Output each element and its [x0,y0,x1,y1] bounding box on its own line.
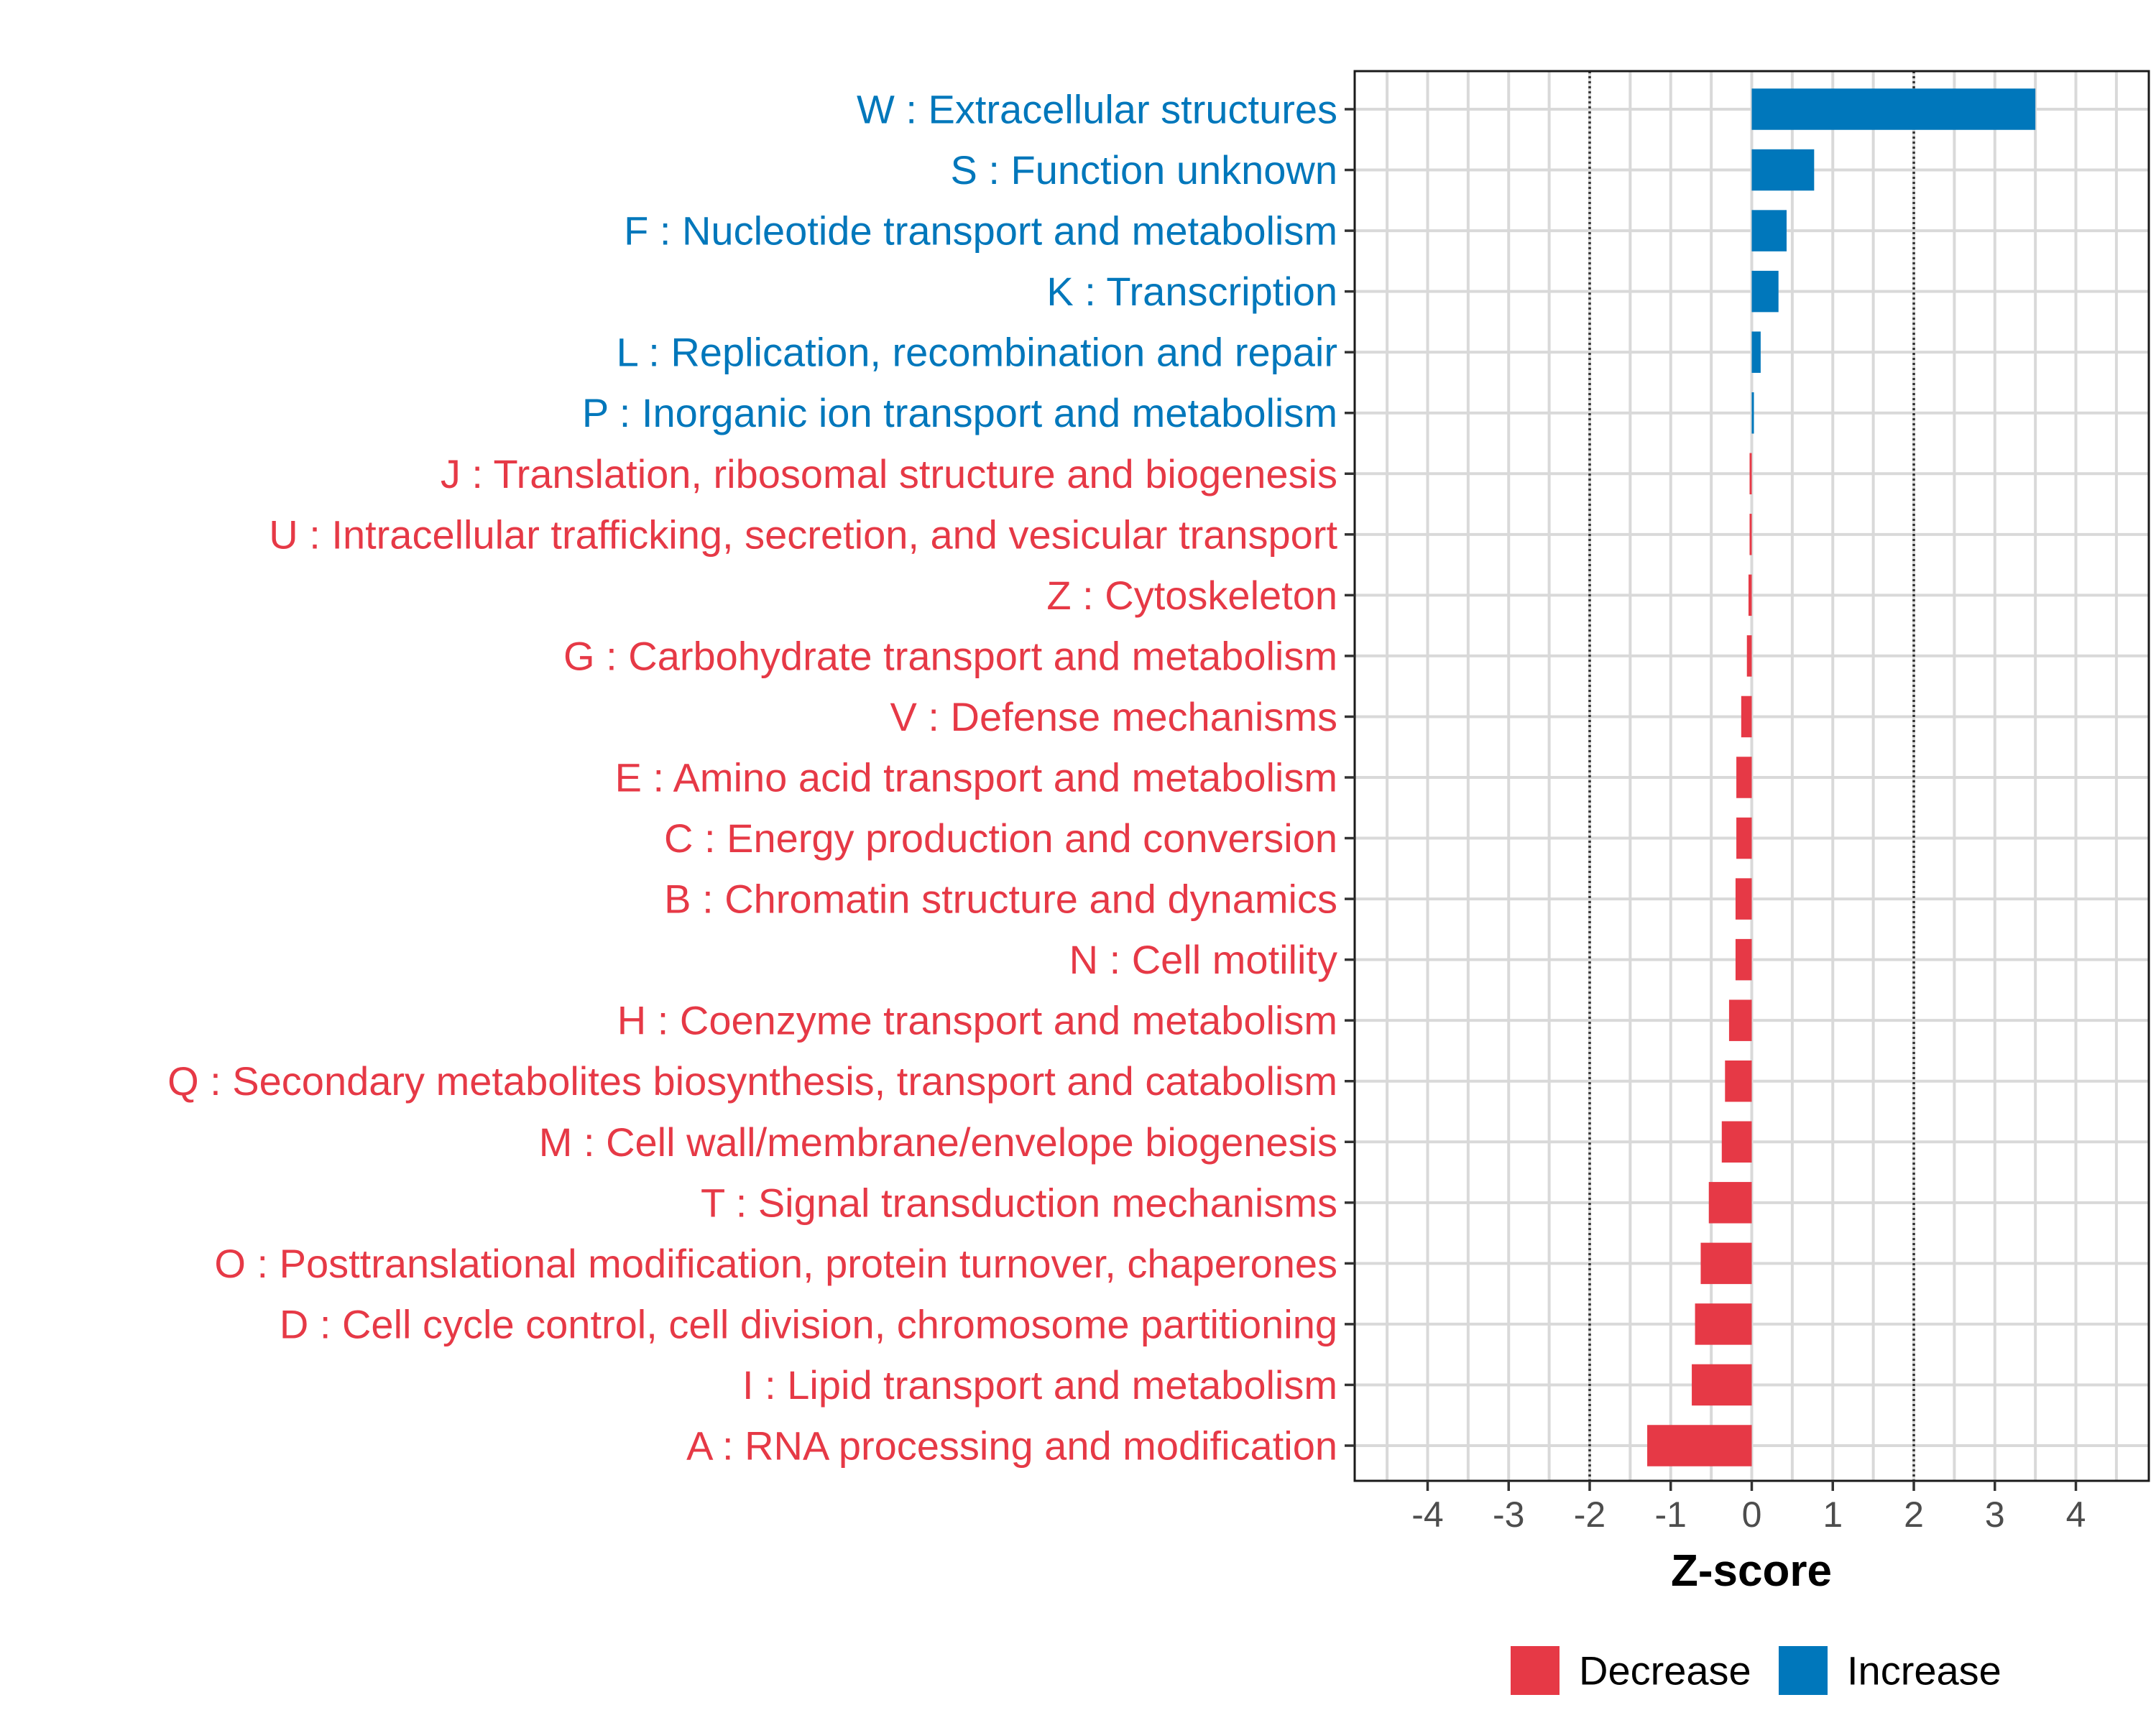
bar [1751,88,2036,130]
x-tick-label: 2 [1904,1494,1924,1535]
x-axis: -4 -3 -2 -1 0 1 2 3 4 [1411,1481,2086,1535]
x-axis-title: Z-score [1671,1546,1832,1596]
y-axis: W : Extracellular structures S : Function… [167,87,1355,1469]
bar [1735,938,1752,981]
bar [1748,574,1752,616]
x-tick-label: -2 [1574,1494,1606,1535]
category-label: T : Signal transduction mechanisms [701,1180,1337,1225]
category-label: F : Nucleotide transport and metabolism [624,208,1337,254]
bar [1751,331,1761,373]
legend: Decrease Increase [1511,1646,2001,1695]
bars-layer [1647,88,2036,1466]
legend-key-increase [1779,1646,1828,1695]
category-label: V : Defense mechanisms [890,694,1337,739]
legend-label-decrease: Decrease [1579,1648,1751,1694]
category-label: K : Transcription [1046,269,1337,314]
bar [1751,149,1815,191]
bar [1749,453,1752,495]
category-label: H : Coenzyme transport and metabolism [617,998,1337,1043]
bar [1746,635,1752,677]
bar [1735,878,1752,920]
category-label: P : Inorganic ion transport and metaboli… [582,390,1337,435]
bar [1721,1121,1752,1163]
legend-key-decrease [1511,1646,1560,1695]
x-tick-label: -1 [1655,1494,1687,1535]
bar [1751,392,1754,434]
x-tick-label: 1 [1823,1494,1843,1535]
category-label: D : Cell cycle control, cell division, c… [280,1301,1337,1346]
category-label: J : Translation, ribosomal structure and… [441,451,1337,496]
category-label: I : Lipid transport and metabolism [742,1362,1337,1408]
x-tick-label: 0 [1742,1494,1762,1535]
category-label: W : Extracellular structures [857,87,1337,132]
bar [1751,210,1787,251]
category-label: A : RNA processing and modification [686,1423,1337,1469]
bar [1700,1242,1752,1285]
reference-lines [1588,71,1915,1481]
bar [1708,1182,1752,1224]
bar [1751,270,1779,313]
category-label: N : Cell motility [1069,937,1337,982]
category-label: O : Posttranslational modification, prot… [214,1241,1337,1286]
legend-label-increase: Increase [1847,1648,2001,1694]
x-tick-label: -3 [1493,1494,1524,1535]
category-label: S : Function unknown [950,147,1337,193]
category-label: U : Intracellular trafficking, secretion… [269,512,1337,557]
bar [1728,999,1752,1041]
category-label: Z : Cytoskeleton [1046,573,1337,618]
bar [1749,514,1752,555]
bar [1695,1303,1752,1345]
category-label: Q : Secondary metabolites biosynthesis, … [167,1058,1337,1104]
category-label: G : Carbohydrate transport and metabolis… [563,633,1337,678]
x-tick-label: 3 [1985,1494,2005,1535]
bar [1692,1364,1752,1406]
category-label: E : Amino acid transport and metabolism [615,755,1337,800]
category-label: C : Energy production and conversion [664,816,1337,861]
bar [1736,757,1752,798]
bar [1725,1060,1752,1102]
category-label: M : Cell wall/membrane/envelope biogenes… [539,1119,1337,1165]
bar [1647,1425,1752,1466]
x-tick-label: 4 [2066,1494,2086,1535]
category-label: B : Chromatin structure and dynamics [664,877,1337,922]
bar [1736,817,1752,859]
category-label: L : Replication, recombination and repai… [617,330,1337,375]
x-tick-label: -4 [1411,1494,1443,1535]
bar [1741,696,1752,738]
